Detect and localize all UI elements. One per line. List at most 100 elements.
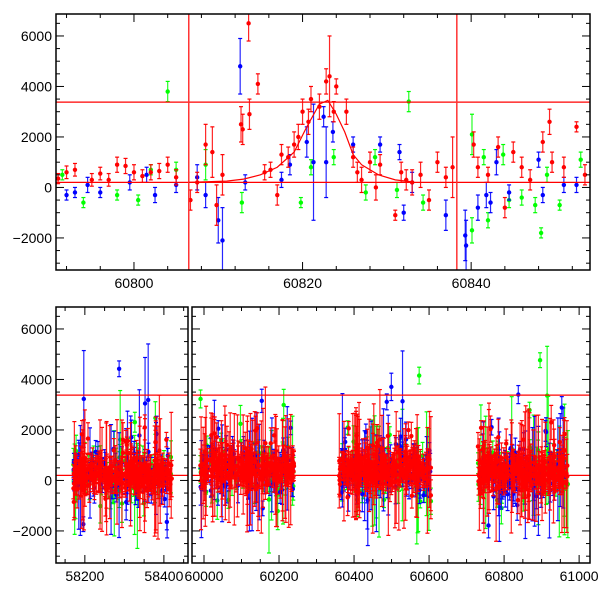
top-panel-flare-zoom (56, 14, 590, 270)
data-point (351, 142, 355, 146)
data-point (132, 170, 136, 174)
data-point (98, 171, 102, 175)
data-point (215, 498, 219, 502)
data-point (550, 160, 554, 164)
data-point (103, 497, 107, 501)
data-point (227, 478, 231, 482)
data-point (494, 160, 498, 164)
data-point (305, 140, 309, 144)
data-point (331, 130, 335, 134)
data-point (129, 459, 133, 463)
data-point (256, 82, 260, 86)
data-point (83, 456, 87, 460)
data-point (157, 169, 161, 173)
data-point (279, 152, 283, 156)
data-point (275, 193, 279, 197)
data-point (464, 243, 468, 247)
data-point (82, 478, 86, 482)
data-point (86, 483, 90, 487)
data-point (126, 439, 130, 443)
data-point (123, 164, 127, 168)
data-point (92, 479, 96, 483)
data-point (82, 397, 86, 401)
data-point (137, 476, 141, 480)
data-point (368, 160, 372, 164)
data-point (486, 218, 490, 222)
data-point (332, 155, 336, 159)
data-point (482, 155, 486, 159)
plot-area-segment-1 (56, 344, 188, 548)
data-point (238, 64, 242, 68)
data-point (153, 193, 157, 197)
data-point (579, 157, 583, 161)
data-point (421, 200, 425, 204)
data-point (539, 231, 543, 235)
data-point (450, 165, 454, 169)
data-point (73, 168, 77, 172)
data-point (64, 170, 68, 174)
data-point (279, 178, 283, 182)
data-point (309, 165, 313, 169)
data-point (296, 135, 300, 139)
data-point (165, 520, 169, 524)
data-point (110, 469, 114, 473)
data-point (292, 142, 296, 146)
data-point (374, 185, 378, 189)
data-point (165, 89, 169, 93)
data-point (136, 198, 140, 202)
data-point (417, 373, 421, 377)
data-point (364, 190, 368, 194)
data-point (378, 142, 382, 146)
data-point (170, 476, 174, 480)
data-point (89, 462, 93, 466)
data-point (146, 398, 150, 402)
data-point (73, 190, 77, 194)
data-point (418, 173, 422, 177)
data-point (355, 170, 359, 174)
data-point (435, 160, 439, 164)
data-point (166, 469, 170, 473)
data-point (536, 157, 540, 161)
data-point (557, 203, 561, 207)
data-point (238, 422, 242, 426)
data-point (402, 210, 406, 214)
data-point (260, 399, 264, 403)
data-point (174, 175, 178, 179)
top-panel-frame (56, 14, 590, 270)
data-point (210, 150, 214, 154)
data-point (421, 493, 425, 497)
data-point (397, 150, 401, 154)
data-point (214, 203, 218, 207)
data-point (574, 183, 578, 187)
data-point (515, 503, 519, 507)
data-point (240, 200, 244, 204)
bottom-panel-full-light-curve (56, 307, 590, 563)
data-point (538, 358, 542, 362)
data-point (560, 405, 564, 409)
data-point (321, 115, 325, 119)
data-point (113, 477, 117, 481)
data-point (165, 163, 169, 167)
data-point (463, 233, 467, 237)
data-point (203, 193, 207, 197)
data-point (484, 193, 488, 197)
data-point (359, 178, 363, 182)
data-point (138, 471, 142, 475)
data-point (98, 190, 102, 194)
data-point (267, 497, 271, 501)
data-point (334, 84, 338, 88)
data-point (541, 140, 545, 144)
data-point (544, 430, 548, 434)
data-point (85, 183, 89, 187)
data-point (385, 400, 389, 404)
data-point (393, 213, 397, 217)
data-point (311, 160, 315, 164)
data-point (143, 401, 147, 405)
data-point (220, 173, 224, 177)
data-point (281, 403, 285, 407)
data-point (470, 228, 474, 232)
series-green (60, 81, 583, 243)
data-point (520, 195, 524, 199)
data-point (149, 170, 153, 174)
